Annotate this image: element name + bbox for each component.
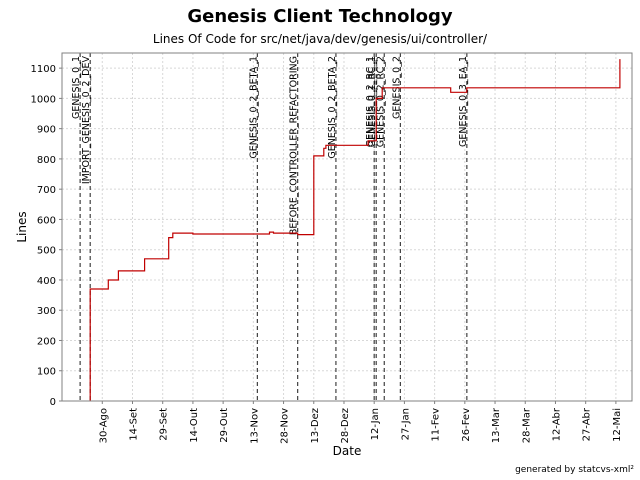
x-tick-label: 30-Ago bbox=[98, 408, 109, 443]
x-tick-label: 28-Mar bbox=[521, 407, 532, 443]
chart-subtitle: Lines Of Code for src/net/java/dev/genes… bbox=[152, 32, 488, 46]
x-tick-label: 27-Jan bbox=[400, 408, 411, 440]
x-tick-label: 13-Dez bbox=[310, 408, 321, 443]
tag-marker-label: GENESIS_0_2_BETA_1 bbox=[248, 56, 259, 159]
tag-marker-label: IMPORT_GENESIS_0_2_DEV bbox=[81, 56, 92, 185]
x-tick-label: 12-Mai bbox=[612, 408, 623, 442]
series-layer bbox=[89, 59, 621, 401]
x-tick-label: 26-Fev bbox=[461, 408, 472, 442]
x-tick-label: 28-Dez bbox=[340, 408, 351, 443]
tag-marker-label: GENESIS_0_1_RC_1 bbox=[367, 56, 378, 147]
axis-layer: 0 100 200 300 400 500 600 700 800 900 1000 1100 30-A… bbox=[31, 52, 633, 444]
y-tick-label: 400 bbox=[37, 276, 56, 287]
tag-marker-label: GENESIS_0_1 bbox=[71, 56, 82, 119]
x-tick-label: 11-Fev bbox=[431, 408, 442, 442]
x-tick-label: 27-Abr bbox=[582, 407, 593, 441]
y-tick-label: 100 bbox=[37, 367, 56, 378]
y-tick-label: 900 bbox=[37, 125, 56, 136]
tag-markers: GENESIS_0_1 IMPORT_GENESIS_0_2_DEV GENESIS… bbox=[71, 53, 469, 401]
x-tick-label: 12-Jan bbox=[370, 408, 381, 440]
y-tick-label: 600 bbox=[37, 215, 56, 226]
y-tick-label: 0 bbox=[50, 397, 56, 408]
chart-title: Genesis Client Technology bbox=[187, 6, 453, 27]
tag-marker-label: GENESIS_0_2_BETA_2 bbox=[327, 56, 338, 159]
y-tick-label: 800 bbox=[37, 155, 56, 166]
series-line bbox=[89, 59, 621, 401]
tag-marker-label: GENESIS_0_3_EA_1 bbox=[458, 56, 469, 147]
footer-credit: generated by statcvs-xml² bbox=[515, 465, 634, 475]
y-tick-label: 700 bbox=[37, 185, 56, 196]
x-tick-label: 14-Out bbox=[189, 408, 200, 443]
x-tick-label: 13-Nov bbox=[249, 408, 260, 444]
x-tick-label: 13-Mar bbox=[491, 407, 502, 443]
x-axis-label: Date bbox=[333, 444, 362, 458]
plot-area bbox=[61, 52, 633, 402]
x-tick-label: 29-Set bbox=[159, 408, 170, 441]
x-tick-label: 29-Out bbox=[219, 408, 230, 443]
x-tick-label: 12-Abr bbox=[551, 407, 562, 441]
tag-marker-label: BEFORE_CONTROLLER_REFACTORING bbox=[289, 56, 300, 235]
tag-marker-label: GENESIS_0_2_RC_2 bbox=[375, 56, 386, 147]
plot-border bbox=[61, 52, 633, 402]
x-tick-label: 28-Nov bbox=[280, 408, 291, 444]
x-tick-label: 14-Set bbox=[128, 408, 139, 441]
y-tick-label: 500 bbox=[37, 246, 56, 257]
tag-marker-label: GENESIS_0_2_RC_1 bbox=[365, 56, 376, 147]
y-tick-label: 200 bbox=[37, 336, 56, 347]
y-tick-label: 1000 bbox=[31, 94, 56, 105]
y-tick-label: 300 bbox=[37, 306, 56, 317]
y-tick-label: 1100 bbox=[31, 64, 56, 75]
grid-lines bbox=[62, 53, 632, 402]
y-axis-label: Lines bbox=[15, 211, 29, 242]
